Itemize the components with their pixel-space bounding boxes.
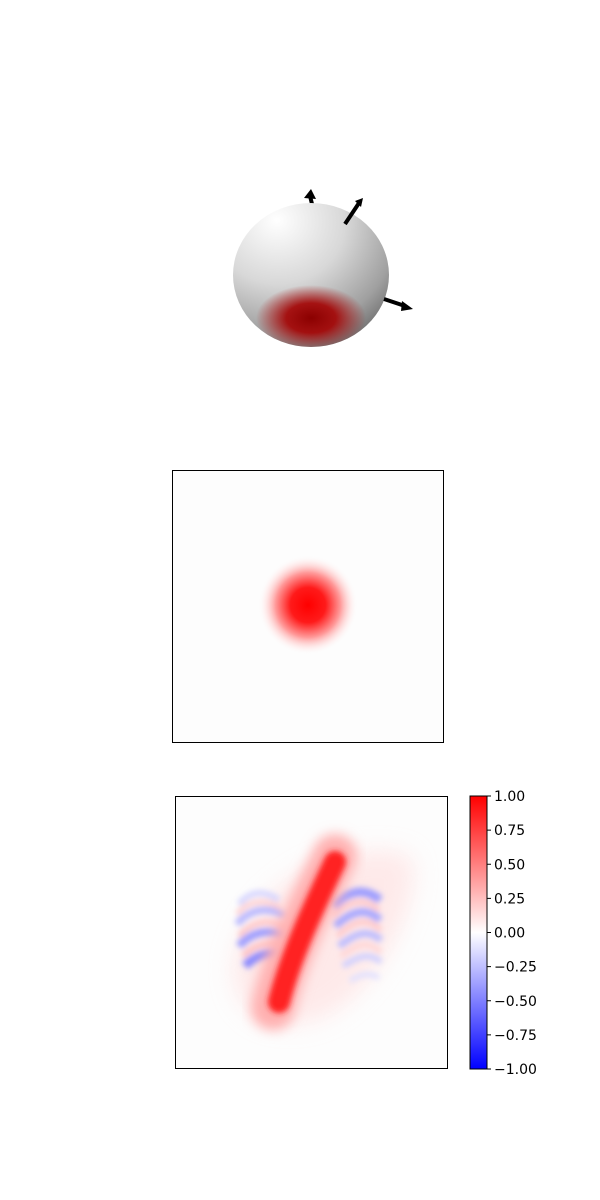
x-axis-arrow [383,297,406,308]
colorbar-tick-label: −0.75 [494,1028,537,1044]
colorbar-tick-label: 0.25 [494,891,525,907]
y-axis-arrowhead [355,198,363,207]
colorbar-svg: 1.00 0.75 0.50 0.25 0.00 −0.25 −0.50 −0.75 −1.00 [469,789,537,1078]
plot-frame [172,470,444,743]
colorbar-gradient [469,795,488,1070]
wigner-evolved-svg [175,796,448,1069]
wigner-initial-svg [172,470,444,743]
gaussian-blob [258,555,358,655]
bloch-sphere-svg [233,189,413,347]
wigner-plot-initial [172,470,444,743]
y-axis-arrow [343,201,361,226]
x-axis-arrowhead [401,301,413,311]
wigner-plot-evolved [175,796,448,1069]
colorbar: 1.00 0.75 0.50 0.25 0.00 −0.25 −0.50 −0.75 −1.00 [440,780,560,1085]
colorbar-tick-label: −0.50 [494,994,537,1010]
colorbar-tick-label: −0.25 [494,960,537,976]
colorbar-ticks: 1.00 0.75 0.50 0.25 0.00 −0.25 −0.50 −0.75 −1.00 [487,789,537,1078]
state-density-highlight [256,285,366,347]
colorbar-tick-label: 1.00 [494,789,525,805]
plot-frame [175,796,448,1069]
z-axis-arrowhead [304,189,316,199]
colorbar-tick-label: 0.75 [494,823,525,839]
colorbar-tick-label: 0.00 [494,926,525,942]
colorbar-tick-label: −1.00 [494,1062,537,1078]
colorbar-tick-label: 0.50 [494,857,525,873]
bloch-sphere-plot [200,170,440,370]
interference-fringes [234,887,384,984]
